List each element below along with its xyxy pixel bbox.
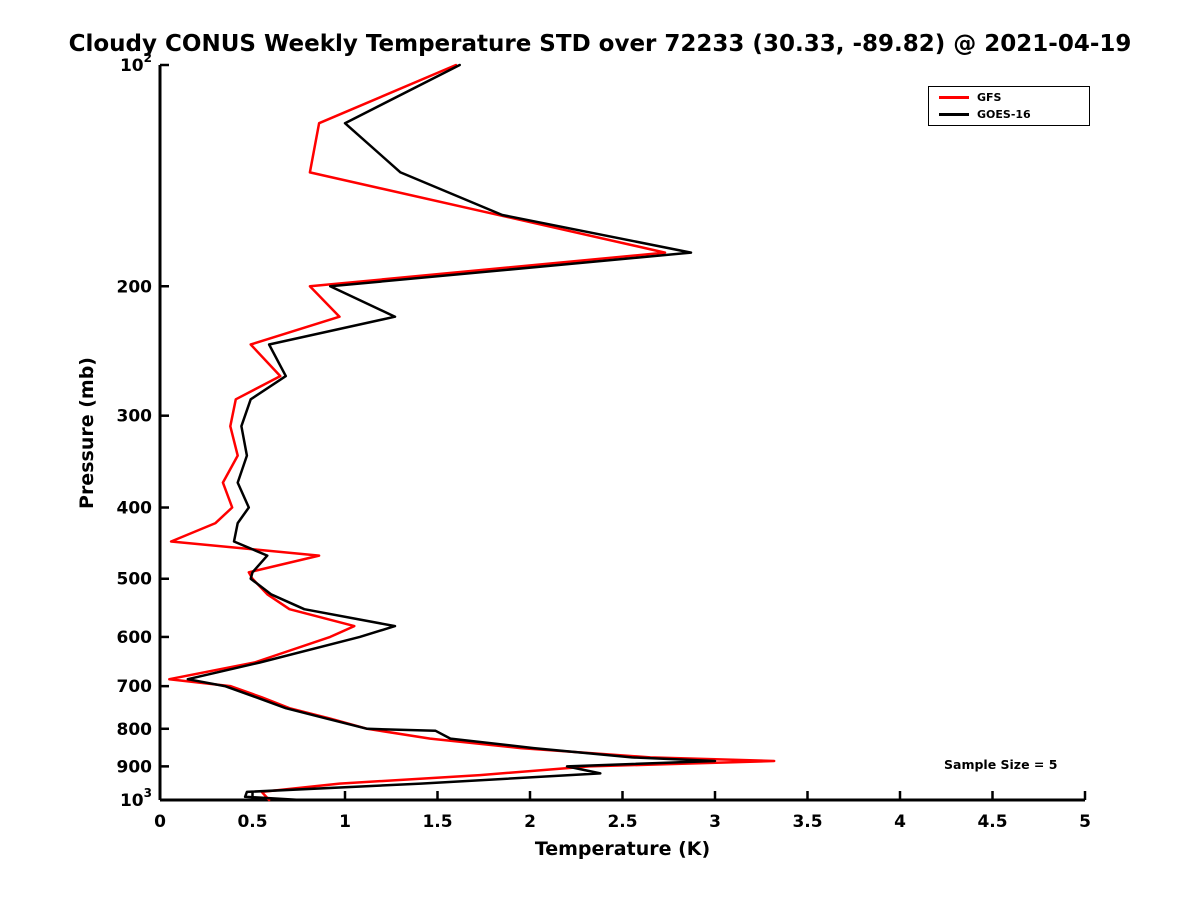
x-tick-label: 0 [154,812,166,832]
legend-label-goes16: GOES-16 [977,108,1031,121]
y-tick-label: 500 [117,570,153,590]
y-tick-label: 700 [117,677,153,697]
legend-line-swatch-gfs [939,96,969,99]
y-tick-label: 900 [117,757,153,777]
x-axis-label: Temperature (K) [534,838,711,860]
legend-label-gfs: GFS [977,91,1002,104]
y-tick-label: 600 [117,628,153,648]
legend: GFS GOES-16 [928,86,1090,126]
y-tick-label: 800 [117,720,153,740]
x-tick-label: 3.5 [792,812,822,832]
legend-line-swatch-goes16 [939,113,969,116]
x-tick-label: 1.5 [422,812,452,832]
y-tick-label: 200 [117,277,153,297]
y-axis-label: Pressure (mb) [76,357,98,509]
series-line-goes16 [186,63,717,802]
x-tick-label: 0.5 [237,812,267,832]
x-tick-label: 1 [339,812,351,832]
y-tick-label: 400 [117,499,153,519]
x-tick-label: 2 [524,812,536,832]
legend-entry-gfs: GFS [939,91,1079,104]
chart-title: Cloudy CONUS Weekly Temperature STD over… [68,31,1132,57]
legend-entry-goes16: GOES-16 [939,108,1079,121]
y-tick-label: 103 [120,786,152,811]
x-tick-label: 3 [709,812,721,832]
y-tick-label: 102 [120,51,152,76]
y-tick-label: 300 [117,407,153,427]
sample-size-annotation: Sample Size = 5 [944,757,1058,772]
x-tick-label: 4 [894,812,906,832]
series-line-gfs [168,63,776,802]
x-tick-label: 5 [1079,812,1091,832]
x-tick-label: 2.5 [607,812,637,832]
x-tick-label: 4.5 [977,812,1007,832]
